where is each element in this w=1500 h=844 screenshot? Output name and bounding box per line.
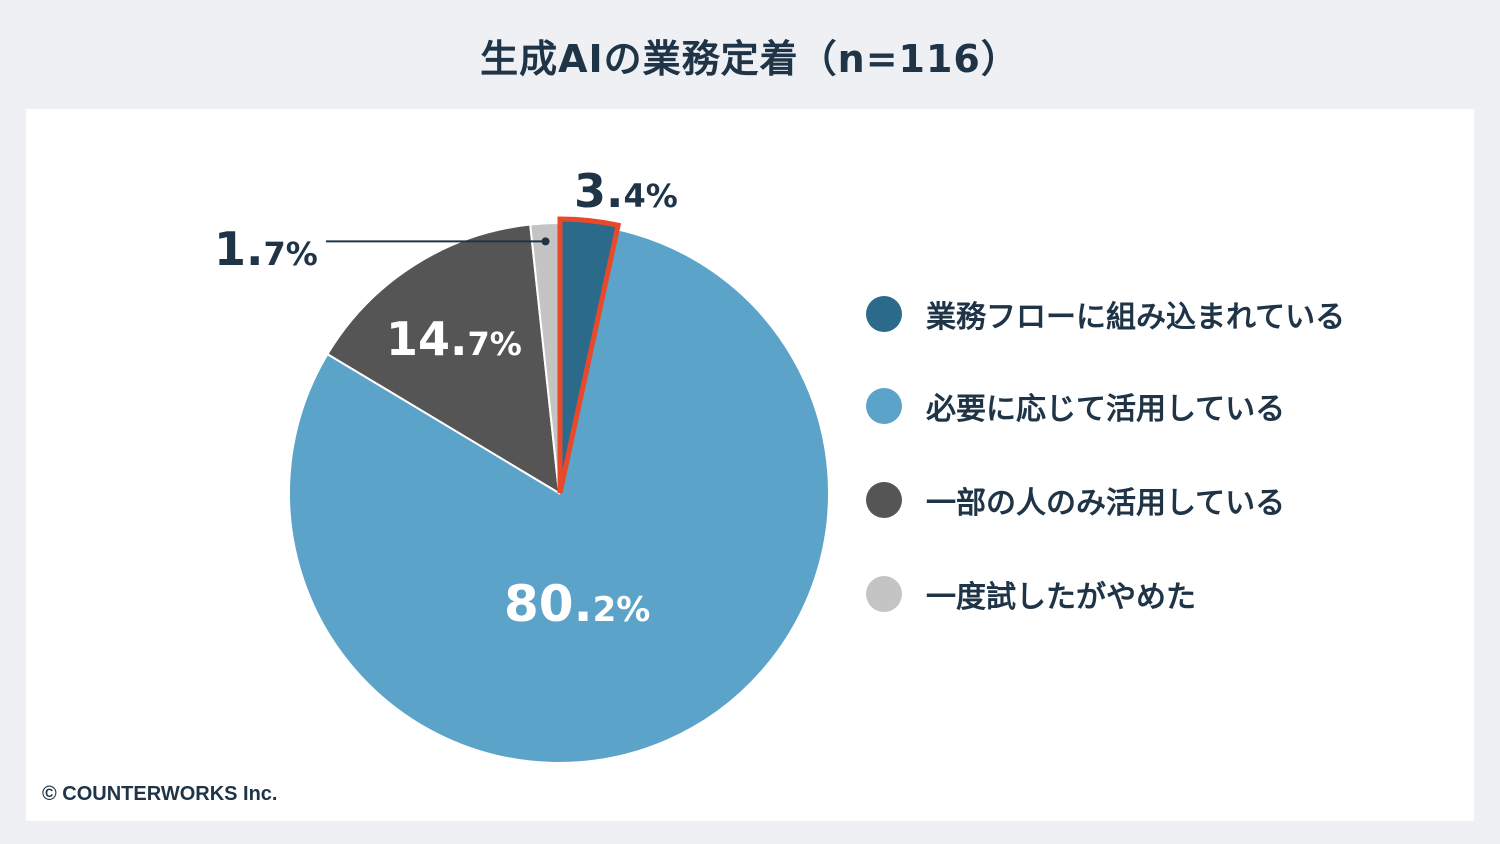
copyright-credit: © COUNTERWORKS Inc.	[42, 783, 278, 805]
legend-label-embedded: 業務フローに組み込まれている	[926, 300, 1346, 335]
pie-slice-as-needed	[288, 227, 830, 764]
chart-panel: 3.4% 80.2% 14.7% 1.7% 業務フローに組み込まれている 必要に応じて…	[26, 109, 1474, 821]
legend-item-tried-stopped: 一度試したがやめた	[866, 574, 1196, 615]
chart-title: 生成AIの業務定着（n=116）	[480, 37, 1020, 81]
leader-dot	[541, 237, 550, 246]
legend-swatch-as-needed	[866, 388, 902, 424]
legend-item-embedded: 業務フローに組み込まれている	[866, 294, 1346, 335]
value-label-as-needed: 80.2%	[504, 575, 650, 633]
legend-item-some-people: 一部の人のみ活用している	[866, 480, 1286, 521]
value-label-embedded: 3.4%	[574, 164, 678, 218]
pie-chart: 3.4% 80.2% 14.7% 1.7%	[214, 164, 830, 764]
pie-slice-some-people	[326, 223, 561, 495]
legend-swatch-embedded	[866, 296, 902, 332]
value-label-some-people: 14.7%	[386, 312, 522, 366]
legend-label-tried-stopped: 一度試したがやめた	[926, 580, 1196, 615]
legend-item-as-needed: 必要に応じて活用している	[866, 386, 1286, 427]
legend-swatch-tried-stopped	[866, 576, 902, 612]
legend-label-as-needed: 必要に応じて活用している	[926, 392, 1286, 427]
pie-slice-embedded	[557, 216, 622, 494]
legend-swatch-some-people	[866, 482, 902, 518]
legend-label-some-people: 一部の人のみ活用している	[926, 486, 1286, 521]
value-label-tried-stopped: 1.7%	[214, 222, 318, 276]
